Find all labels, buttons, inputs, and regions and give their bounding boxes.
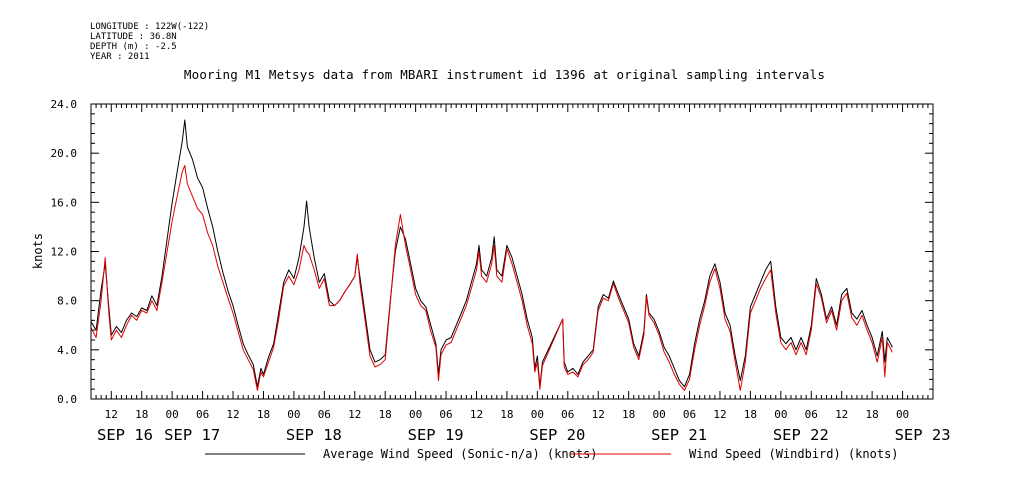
y-tick-label: 4.0	[57, 344, 77, 357]
x-tick-label: 18	[500, 408, 513, 421]
x-tick-label: 18	[379, 408, 392, 421]
chart-title: Mooring M1 Metsys data from MBARI instru…	[183, 67, 826, 82]
x-tick-label: 00	[287, 408, 300, 421]
y-tick-label: 24.0	[51, 98, 78, 111]
x-date-label: SEP 23	[895, 426, 951, 444]
longitude-text: LONGITUDE : 122W(-122)	[90, 22, 210, 32]
axis-ticks	[90, 103, 934, 400]
y-tick-label: 20.0	[51, 147, 78, 160]
x-tick-label: 06	[439, 408, 452, 421]
x-tick-label: 00	[896, 408, 909, 421]
x-tick-label: 12	[105, 408, 118, 421]
series-lines	[90, 119, 893, 391]
x-tick-label: 06	[683, 408, 696, 421]
x-date-label: SEP 18	[286, 426, 342, 444]
x-date-label: SEP 16	[97, 426, 153, 444]
y-axis-label: knots	[31, 233, 45, 269]
x-tick-label: 18	[744, 408, 757, 421]
legend-label-sonic: Average Wind Speed (Sonic-n/a) (knots)	[323, 447, 598, 461]
x-tick-label: 12	[835, 408, 848, 421]
x-tick-label: 00	[652, 408, 665, 421]
plot-frame	[90, 103, 934, 400]
x-tick-label: 00	[531, 408, 544, 421]
x-tick-label: 06	[318, 408, 331, 421]
y-tick-label: 8.0	[57, 295, 77, 308]
x-tick-label: 00	[166, 408, 179, 421]
x-date-label: SEP 20	[529, 426, 585, 444]
x-date-label: SEP 22	[773, 426, 829, 444]
x-tick-label: 12	[713, 408, 726, 421]
y-tick-label: 12.0	[51, 246, 78, 259]
x-tick-label: 12	[470, 408, 483, 421]
x-tick-label: 18	[135, 408, 148, 421]
x-date-label: SEP 21	[651, 426, 707, 444]
x-tick-label: 06	[805, 408, 818, 421]
y-tick-label: 16.0	[51, 196, 78, 209]
x-tick-label: 06	[561, 408, 574, 421]
x-tick-label: 18	[622, 408, 635, 421]
x-date-label: SEP 19	[408, 426, 464, 444]
x-date-label: SEP 17	[164, 426, 220, 444]
legend-label-windbird: Wind Speed (Windbird) (knots)	[689, 447, 899, 461]
x-tick-label: 00	[409, 408, 422, 421]
year-text: YEAR : 2011	[90, 52, 150, 62]
series-line-sonic	[90, 119, 893, 388]
x-tick-label: 18	[257, 408, 270, 421]
y-tick-label: 0.0	[57, 393, 77, 406]
legend: Average Wind Speed (Sonic-n/a) (knots) W…	[205, 447, 899, 461]
axis-labels: 0.0 4.0 8.0 12.0 16.0 20.0 24.0 12 18 00 06 12 18 00 0…	[51, 98, 951, 444]
x-tick-label: 12	[592, 408, 605, 421]
metadata-block: LONGITUDE : 122W(-122) LATITUDE : 36.8N …	[90, 22, 209, 62]
latitude-text: LATITUDE : 36.8N	[90, 32, 177, 42]
x-tick-label: 12	[226, 408, 239, 421]
x-tick-label: 06	[196, 408, 209, 421]
depth-text: DEPTH (m) : -2.5	[90, 42, 177, 52]
x-tick-label: 00	[774, 408, 787, 421]
x-tick-label: 18	[866, 408, 879, 421]
series-line-windbird	[90, 165, 893, 391]
x-tick-label: 12	[348, 408, 361, 421]
